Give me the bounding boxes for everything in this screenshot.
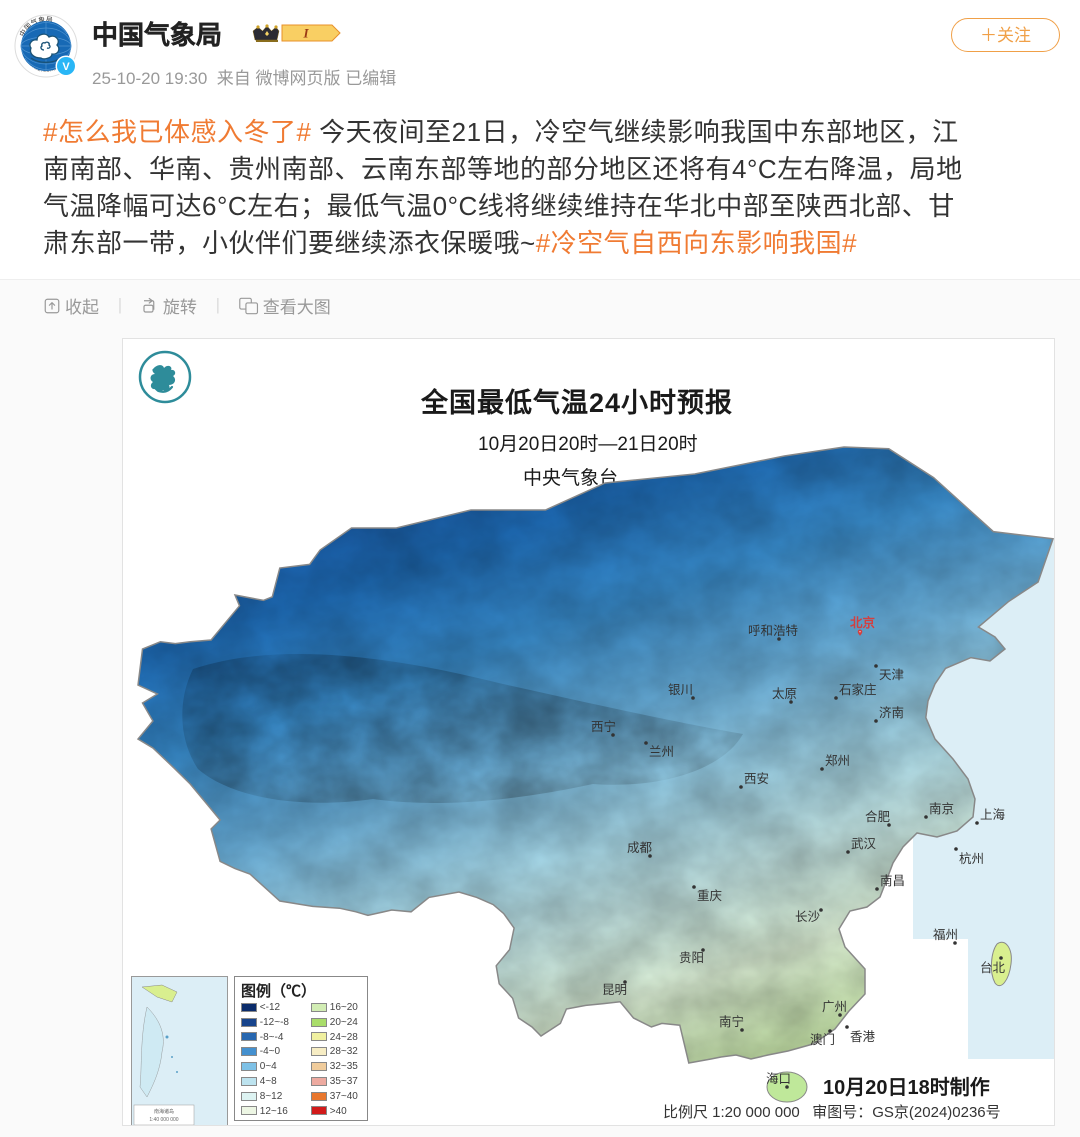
svg-text:长沙: 长沙 [795, 910, 821, 924]
svg-text:郑州: 郑州 [825, 753, 850, 768]
svg-text:I: I [302, 26, 309, 41]
svg-text:济南: 济南 [879, 705, 904, 720]
svg-text:香港: 香港 [850, 1030, 876, 1044]
svg-text:南京: 南京 [929, 801, 954, 816]
svg-text:南昌: 南昌 [880, 873, 905, 888]
svg-text:昆明: 昆明 [602, 983, 627, 997]
svg-text:南宁: 南宁 [719, 1014, 744, 1029]
svg-text:澳门: 澳门 [810, 1032, 835, 1047]
svg-text:上海: 上海 [980, 807, 1006, 822]
svg-text:贵阳: 贵阳 [679, 951, 704, 965]
svg-text:西安: 西安 [744, 771, 769, 786]
svg-text:南海诸岛: 南海诸岛 [154, 1108, 174, 1115]
svg-text:海口: 海口 [766, 1071, 791, 1086]
svg-text:成都: 成都 [627, 841, 653, 855]
svg-text:V: V [62, 61, 70, 73]
svg-text:兰州: 兰州 [649, 745, 674, 759]
svg-text:太原: 太原 [772, 686, 797, 701]
svg-text:1:40 000 000: 1:40 000 000 [149, 1117, 178, 1123]
svg-text:银川: 银川 [668, 683, 693, 697]
svg-text:北京: 北京 [850, 615, 876, 630]
svg-text:武汉: 武汉 [851, 837, 877, 851]
svg-text:广州: 广州 [822, 1000, 847, 1014]
svg-text:合肥: 合肥 [865, 809, 891, 824]
svg-text:西宁: 西宁 [591, 719, 616, 734]
svg-text:石家庄: 石家庄 [839, 682, 877, 697]
svg-text:天津: 天津 [879, 668, 904, 682]
svg-text:台北: 台北 [980, 960, 1006, 975]
svg-text:杭州: 杭州 [959, 851, 984, 866]
svg-text:福州: 福州 [933, 927, 958, 942]
svg-text:呼和浩特: 呼和浩特 [748, 623, 798, 638]
svg-text:重庆: 重庆 [697, 888, 723, 903]
